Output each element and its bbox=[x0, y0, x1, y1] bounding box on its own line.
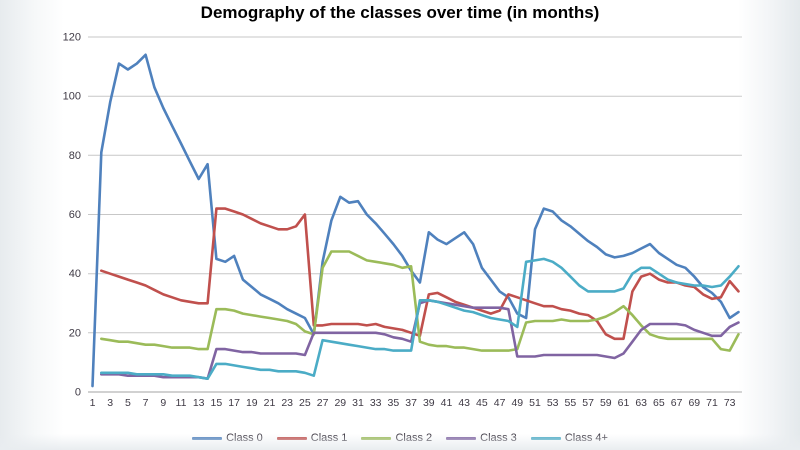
legend-item-class-1: Class 1 bbox=[276, 432, 348, 444]
x-tick-label: 49 bbox=[511, 397, 523, 409]
x-tick-label: 5 bbox=[125, 397, 131, 409]
chart-legend: Class 0 Class 1 Class 2 Class 3 Class 4+ bbox=[0, 429, 800, 447]
legend-item-class-4-: Class 4+ bbox=[530, 432, 608, 444]
x-tick-label: 43 bbox=[458, 397, 470, 409]
x-tick-label: 57 bbox=[582, 397, 594, 409]
y-tick-label: 20 bbox=[69, 327, 81, 339]
legend-line-swatch bbox=[446, 436, 477, 440]
x-tick-label: 11 bbox=[176, 397, 187, 409]
chart-line-class-4- bbox=[100, 257, 740, 381]
legend-label: Class 4+ bbox=[564, 432, 608, 444]
x-tick-label: 9 bbox=[160, 397, 166, 409]
x-tick-label: 39 bbox=[423, 397, 435, 409]
x-tick-label: 71 bbox=[706, 397, 718, 409]
x-tick-label: 37 bbox=[405, 397, 417, 409]
x-tick-label: 51 bbox=[529, 397, 541, 409]
x-tick-label: 1 bbox=[90, 397, 96, 409]
legend-item-class-0: Class 0 bbox=[192, 432, 263, 444]
chart-line-class-2 bbox=[100, 250, 740, 352]
legend-label: Class 2 bbox=[395, 432, 433, 444]
x-tick-label: 23 bbox=[281, 397, 293, 409]
x-tick-label: 7 bbox=[143, 397, 149, 409]
legend-item-class-2: Class 2 bbox=[361, 432, 432, 444]
y-tick-label: 120 bbox=[63, 32, 81, 44]
x-tick-label: 53 bbox=[547, 397, 559, 409]
x-tick-label: 15 bbox=[211, 397, 223, 409]
y-tick-label: 60 bbox=[69, 209, 81, 221]
legend-line-swatch bbox=[361, 436, 392, 440]
y-tick-label: 40 bbox=[69, 268, 81, 280]
x-tick-label: 41 bbox=[441, 397, 453, 409]
x-tick-label: 73 bbox=[724, 397, 736, 409]
x-tick-label: 55 bbox=[565, 397, 577, 409]
legend-line-swatch bbox=[276, 436, 307, 440]
x-tick-label: 31 bbox=[352, 397, 364, 409]
x-tick-label: 21 bbox=[264, 397, 276, 409]
x-tick-label: 13 bbox=[193, 397, 205, 409]
x-tick-label: 59 bbox=[600, 397, 612, 409]
x-tick-label: 35 bbox=[388, 397, 400, 409]
x-tick-label: 69 bbox=[688, 397, 700, 409]
x-tick-label: 19 bbox=[246, 397, 258, 409]
x-tick-label: 67 bbox=[671, 397, 683, 409]
x-tick-label: 47 bbox=[494, 397, 506, 409]
x-tick-label: 29 bbox=[334, 397, 346, 409]
legend-label: Class 3 bbox=[480, 432, 517, 444]
legend-label: Class 1 bbox=[310, 432, 348, 444]
x-tick-label: 3 bbox=[107, 397, 113, 409]
x-tick-label: 17 bbox=[228, 397, 240, 409]
x-tick-label: 25 bbox=[299, 397, 311, 409]
y-tick-label: 100 bbox=[63, 91, 81, 103]
x-tick-label: 45 bbox=[476, 397, 488, 409]
y-tick-label: 0 bbox=[75, 387, 81, 399]
y-tick-label: 80 bbox=[69, 150, 81, 162]
x-tick-label: 61 bbox=[618, 397, 630, 409]
x-tick-label: 63 bbox=[635, 397, 647, 409]
legend-line-swatch bbox=[530, 436, 561, 440]
chart-line-class-0 bbox=[91, 53, 740, 388]
legend-line-swatch bbox=[192, 436, 223, 440]
legend-item-class-3: Class 3 bbox=[446, 432, 517, 444]
x-tick-label: 33 bbox=[370, 397, 382, 409]
x-tick-label: 27 bbox=[317, 397, 329, 409]
chart-title: Demography of the classes over time (in … bbox=[200, 3, 600, 22]
legend-label: Class 0 bbox=[226, 432, 263, 444]
x-tick-label: 65 bbox=[653, 397, 665, 409]
